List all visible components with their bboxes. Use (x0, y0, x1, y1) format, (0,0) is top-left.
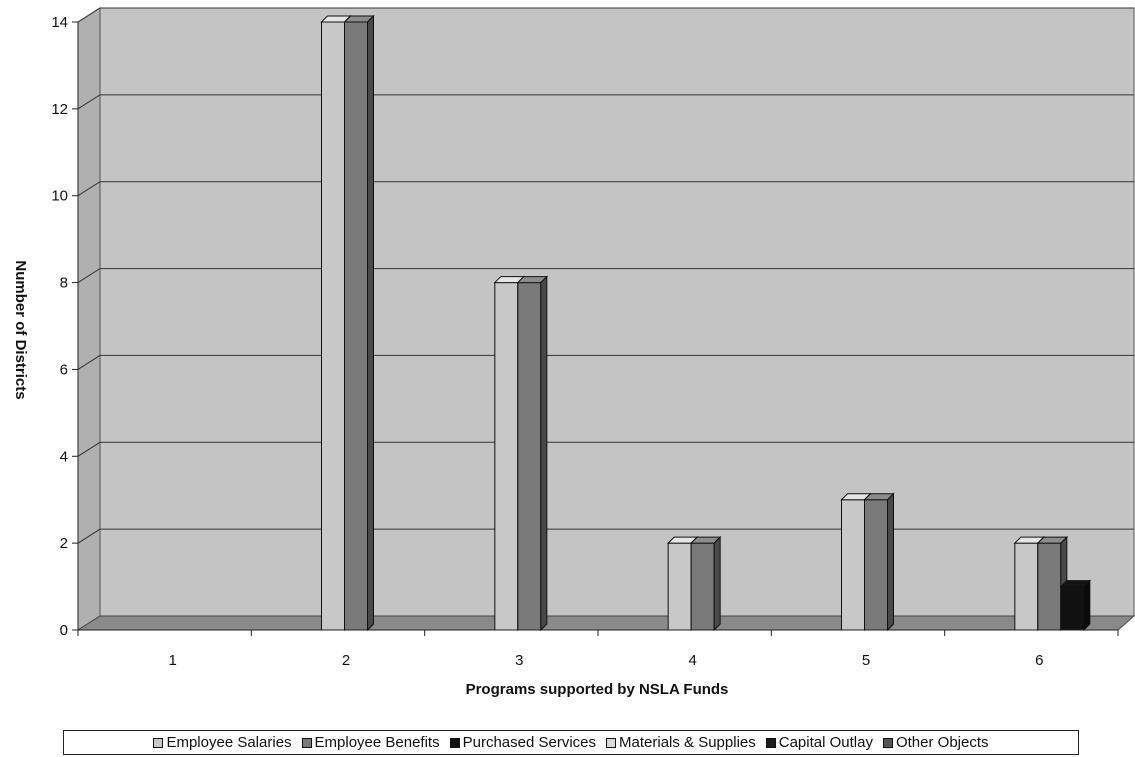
gridlines (77, 7, 1134, 544)
gridline (77, 181, 1134, 197)
bar-employee-benefits-5 (864, 499, 888, 631)
gridline (77, 268, 1134, 283)
x-axis-title: Programs supported by NSLA Funds (466, 681, 729, 698)
legend-swatch (449, 737, 460, 748)
legend: Employee Salaries Employee Benefits Purcha… (63, 730, 1079, 755)
x-tick-label: 2 (342, 652, 350, 669)
bar-purchased-services-6 (1060, 586, 1085, 631)
y-tick-label: 2 (60, 535, 68, 552)
bar-employee-benefits-3 (517, 282, 542, 631)
legend-item: Capital Outlay (765, 734, 873, 751)
bar-employee-salaries-6 (1014, 542, 1039, 631)
x-tick-label: 1 (168, 652, 176, 669)
legend-swatch (606, 737, 617, 748)
y-tick-label: 14 (51, 14, 68, 31)
y-tick-label: 4 (60, 448, 68, 465)
bar-side-purchased-services-6 (1083, 579, 1091, 632)
bar-side-employee-benefits-4 (713, 535, 721, 632)
legend-swatch (153, 737, 164, 748)
bar-employee-salaries-2 (321, 21, 345, 631)
bar-employee-benefits-4 (690, 542, 715, 631)
bar-employee-salaries-4 (667, 542, 692, 631)
gridline (77, 94, 1134, 110)
legend-swatch (765, 737, 776, 748)
bar-side-employee-benefits-2 (367, 14, 374, 632)
x-tick-label: 4 (688, 652, 696, 669)
bar-employee-benefits-2 (344, 21, 368, 631)
y-tick-label: 10 (51, 188, 68, 205)
floor (76, 615, 1135, 631)
x-tick-label: 5 (862, 652, 870, 669)
legend-label: Capital Outlay (778, 734, 873, 751)
bar-employee-salaries-3 (494, 282, 519, 631)
y-tick-label: 12 (51, 101, 68, 118)
gridline (77, 528, 1134, 544)
x-tick-label: 6 (1035, 652, 1043, 669)
x-tick-label: 3 (515, 652, 523, 669)
y-tick-label: 8 (60, 275, 68, 292)
y-tick-label: 6 (60, 361, 68, 378)
bar-side-employee-benefits-3 (540, 275, 548, 632)
legend-label: Purchased Services (462, 734, 597, 751)
axes (72, 21, 1119, 636)
gridline (77, 441, 1134, 457)
legend-label: Employee Salaries (166, 734, 292, 751)
legend-swatch (301, 737, 312, 748)
bar-employee-salaries-5 (841, 499, 865, 631)
back-wall (99, 7, 1135, 617)
legend-label: Other Objects (895, 734, 989, 751)
gridline (77, 354, 1134, 370)
legend-item: Employee Salaries (153, 734, 292, 751)
y-axis-title: Number of Districts (12, 260, 29, 399)
legend-item: Materials & Supplies (606, 734, 756, 751)
legend-swatch (882, 737, 893, 748)
bar-employee-benefits-6 (1037, 542, 1062, 631)
gridline (77, 7, 1134, 23)
legend-item: Purchased Services (449, 734, 597, 751)
plot-walls (76, 7, 1135, 631)
legend-item: Employee Benefits (301, 734, 440, 751)
x-tick-labels: 1 2 3 4 5 6 (168, 652, 1043, 669)
legend-label: Materials & Supplies (619, 734, 756, 751)
y-tick-label: 0 (60, 622, 68, 639)
bar-side-employee-benefits-5 (887, 492, 894, 632)
y-tick-labels: 0 2 4 6 8 10 12 14 (51, 14, 68, 639)
legend-label: Employee Benefits (314, 734, 440, 751)
legend-item: Other Objects (882, 734, 989, 751)
